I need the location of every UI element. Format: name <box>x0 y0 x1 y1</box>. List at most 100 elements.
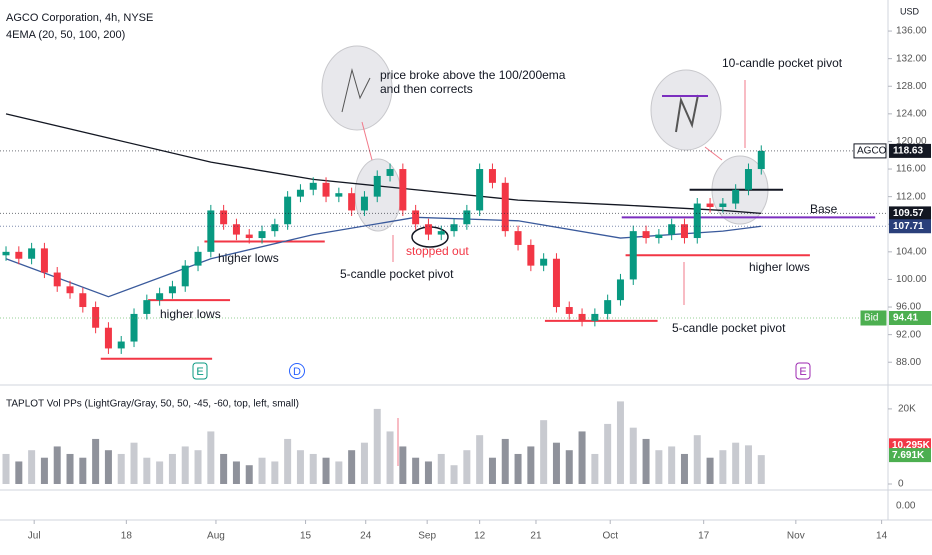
x-tick-label: 18 <box>121 531 133 542</box>
chart-title: AGCO Corporation, 4h, NYSE <box>6 12 153 24</box>
sketch <box>675 94 699 133</box>
volume-bar <box>680 453 688 484</box>
volume-bar <box>66 453 74 484</box>
volume-bar <box>706 457 714 484</box>
volume-bar <box>79 457 87 484</box>
currency: USD <box>900 6 920 16</box>
candle-body <box>258 231 266 239</box>
name-box <box>860 310 887 326</box>
x-tick-label: 17 <box>698 531 710 542</box>
candle-body <box>501 182 509 232</box>
volume-label-box <box>889 448 931 463</box>
candle-body <box>552 258 560 308</box>
annotation: and then corrects <box>380 82 473 96</box>
candle-body <box>565 307 573 314</box>
candle-body <box>680 224 688 239</box>
volume-bar <box>181 446 189 484</box>
volume-bar <box>719 450 727 484</box>
price-label-box <box>889 143 931 158</box>
candle-body <box>616 279 624 301</box>
candle-body <box>604 300 612 314</box>
name-box <box>853 143 887 159</box>
volume-bar <box>552 442 560 484</box>
volume-bar <box>143 457 151 484</box>
volume-label: 7.691K <box>892 450 925 461</box>
volume-bar <box>501 438 509 484</box>
volume-bar <box>232 461 240 484</box>
price-label-box <box>889 311 931 326</box>
candle-body <box>348 193 356 211</box>
candle-body <box>92 307 100 328</box>
candle-body <box>66 286 74 294</box>
candle-body <box>296 189 304 197</box>
volume-bar <box>540 420 548 484</box>
candle-body <box>629 231 637 280</box>
candle-body <box>143 300 151 314</box>
volume-bar <box>92 438 100 484</box>
candle-body <box>194 251 202 266</box>
volume-bar <box>412 457 420 484</box>
candle-body <box>655 234 663 239</box>
volume-bar <box>309 453 317 484</box>
annotation: 5-candle pocket pivot <box>340 267 454 281</box>
candle-body <box>757 150 765 170</box>
annotation: higher lows <box>160 307 221 321</box>
volume-bar <box>591 453 599 484</box>
candle-body <box>130 313 138 342</box>
ema-line <box>5 113 762 215</box>
volume-bar <box>693 435 701 484</box>
volume-bar <box>360 442 368 484</box>
volume-bar <box>322 457 330 484</box>
price-label-box <box>889 219 931 234</box>
candle-body <box>706 203 714 207</box>
volume-title: TAPLOT Vol PPs (LightGray/Gray, 50, 50, … <box>6 399 299 410</box>
price-label: 109.57 <box>893 208 924 219</box>
y-tick-label: 116.00 <box>896 164 926 175</box>
annotation: Base <box>810 202 838 216</box>
volume-bar <box>604 423 612 484</box>
x-tick-label: Jul <box>28 531 41 542</box>
volume-bar <box>40 457 48 484</box>
annotation: price broke above the 100/200ema <box>380 68 566 82</box>
candle-body <box>117 341 125 349</box>
volume-bar <box>565 450 573 484</box>
candle-body <box>284 196 292 225</box>
candle-body <box>719 203 727 207</box>
volume-bar <box>156 461 164 484</box>
annotation: higher lows <box>218 251 279 265</box>
volume-bar <box>335 461 343 484</box>
candle-body <box>476 169 484 211</box>
volume-bar <box>655 450 663 484</box>
volume-bar <box>642 438 650 484</box>
y-tick-label: 128.00 <box>896 81 927 92</box>
annotation: 10-candle pocket pivot <box>722 56 843 70</box>
y-tick-label: 0.00 <box>896 501 916 512</box>
volume-bar <box>117 453 125 484</box>
volume-bar <box>348 450 356 484</box>
annotation: stopped out <box>406 244 469 258</box>
volume-bar <box>488 457 496 484</box>
indicator-label: 4EMA (20, 50, 100, 200) <box>6 29 125 41</box>
x-tick-label: 12 <box>474 531 486 542</box>
candle-body <box>578 313 586 321</box>
candle-body <box>514 231 522 245</box>
volume-bar <box>258 457 266 484</box>
candle-body <box>322 182 330 197</box>
volume-bar <box>437 453 445 484</box>
volume-bar <box>732 442 740 484</box>
volume-bar <box>629 427 637 484</box>
volume-bar <box>757 455 765 484</box>
volume-bar <box>53 446 61 484</box>
x-tick-label: 15 <box>300 531 312 542</box>
volume-bar <box>668 446 676 484</box>
candle-body <box>220 210 228 225</box>
x-tick-label: 14 <box>876 531 888 542</box>
volume-bar <box>514 453 522 484</box>
volume-bar <box>616 401 624 484</box>
candle-body <box>591 313 599 321</box>
annotation: 5-candle pocket pivot <box>672 321 786 335</box>
y-tick-label: 96.00 <box>896 302 921 313</box>
candle-body <box>386 169 394 176</box>
candle-body <box>424 224 432 235</box>
candle-body <box>40 248 48 273</box>
